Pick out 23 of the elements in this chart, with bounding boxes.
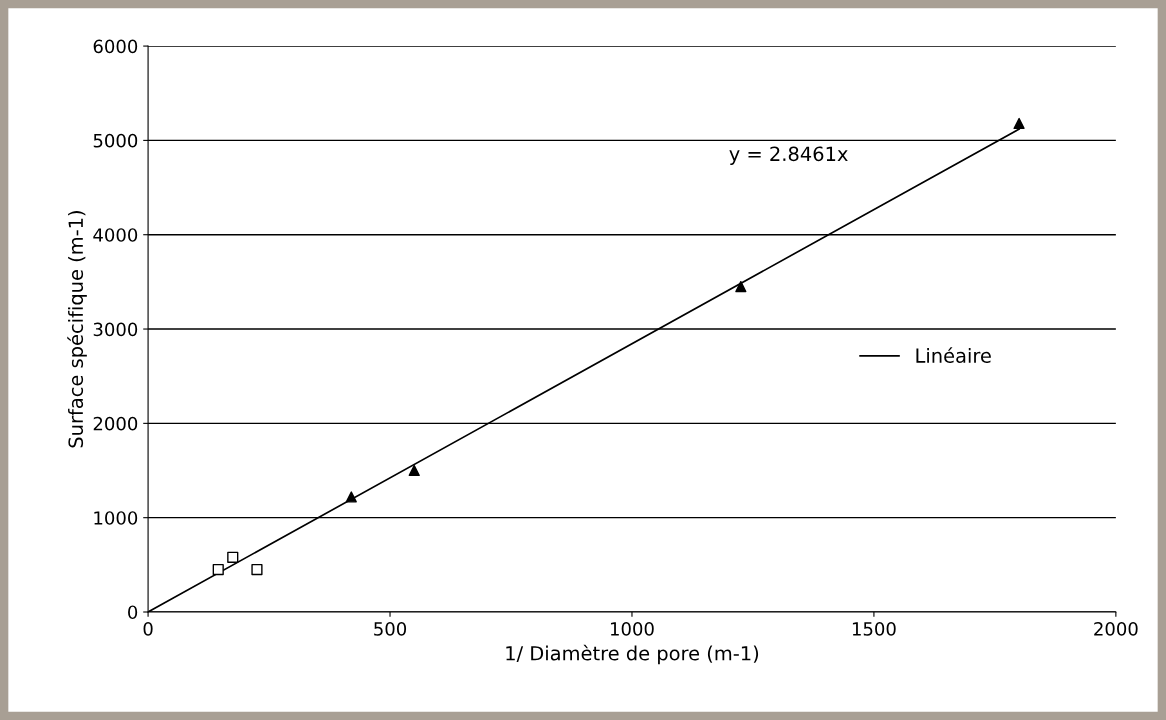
point [227,551,239,563]
point [212,563,224,576]
y-tick-label: 5000 [93,133,138,148]
annotation: y = 2.8461x [729,146,848,165]
y-tick-label: 3000 [93,322,138,337]
y-tick-label: 0 [128,605,138,620]
x-axis-title: 1/ Diamètre de pore (m-1) [506,644,759,665]
x-tick-label: 1500 [852,622,896,636]
legend-label: Linéaire [916,347,991,363]
point [735,280,747,293]
x-tick-label: 1000 [610,622,654,636]
x-tick-label: 500 [374,622,407,636]
x-tick-label: 2000 [1094,622,1138,636]
point [251,563,263,576]
y-tick-label: 1000 [94,511,138,525]
point [1013,117,1025,130]
point [408,464,420,477]
y-axis-title: Surface spécifique (m-1) [67,211,87,448]
y-tick-label: 4000 [93,228,138,242]
y-tick-label: 2000 [93,416,138,431]
x-tick-label: 0 [143,622,153,636]
y-tick-label: 6000 [93,39,138,54]
point [345,491,357,503]
